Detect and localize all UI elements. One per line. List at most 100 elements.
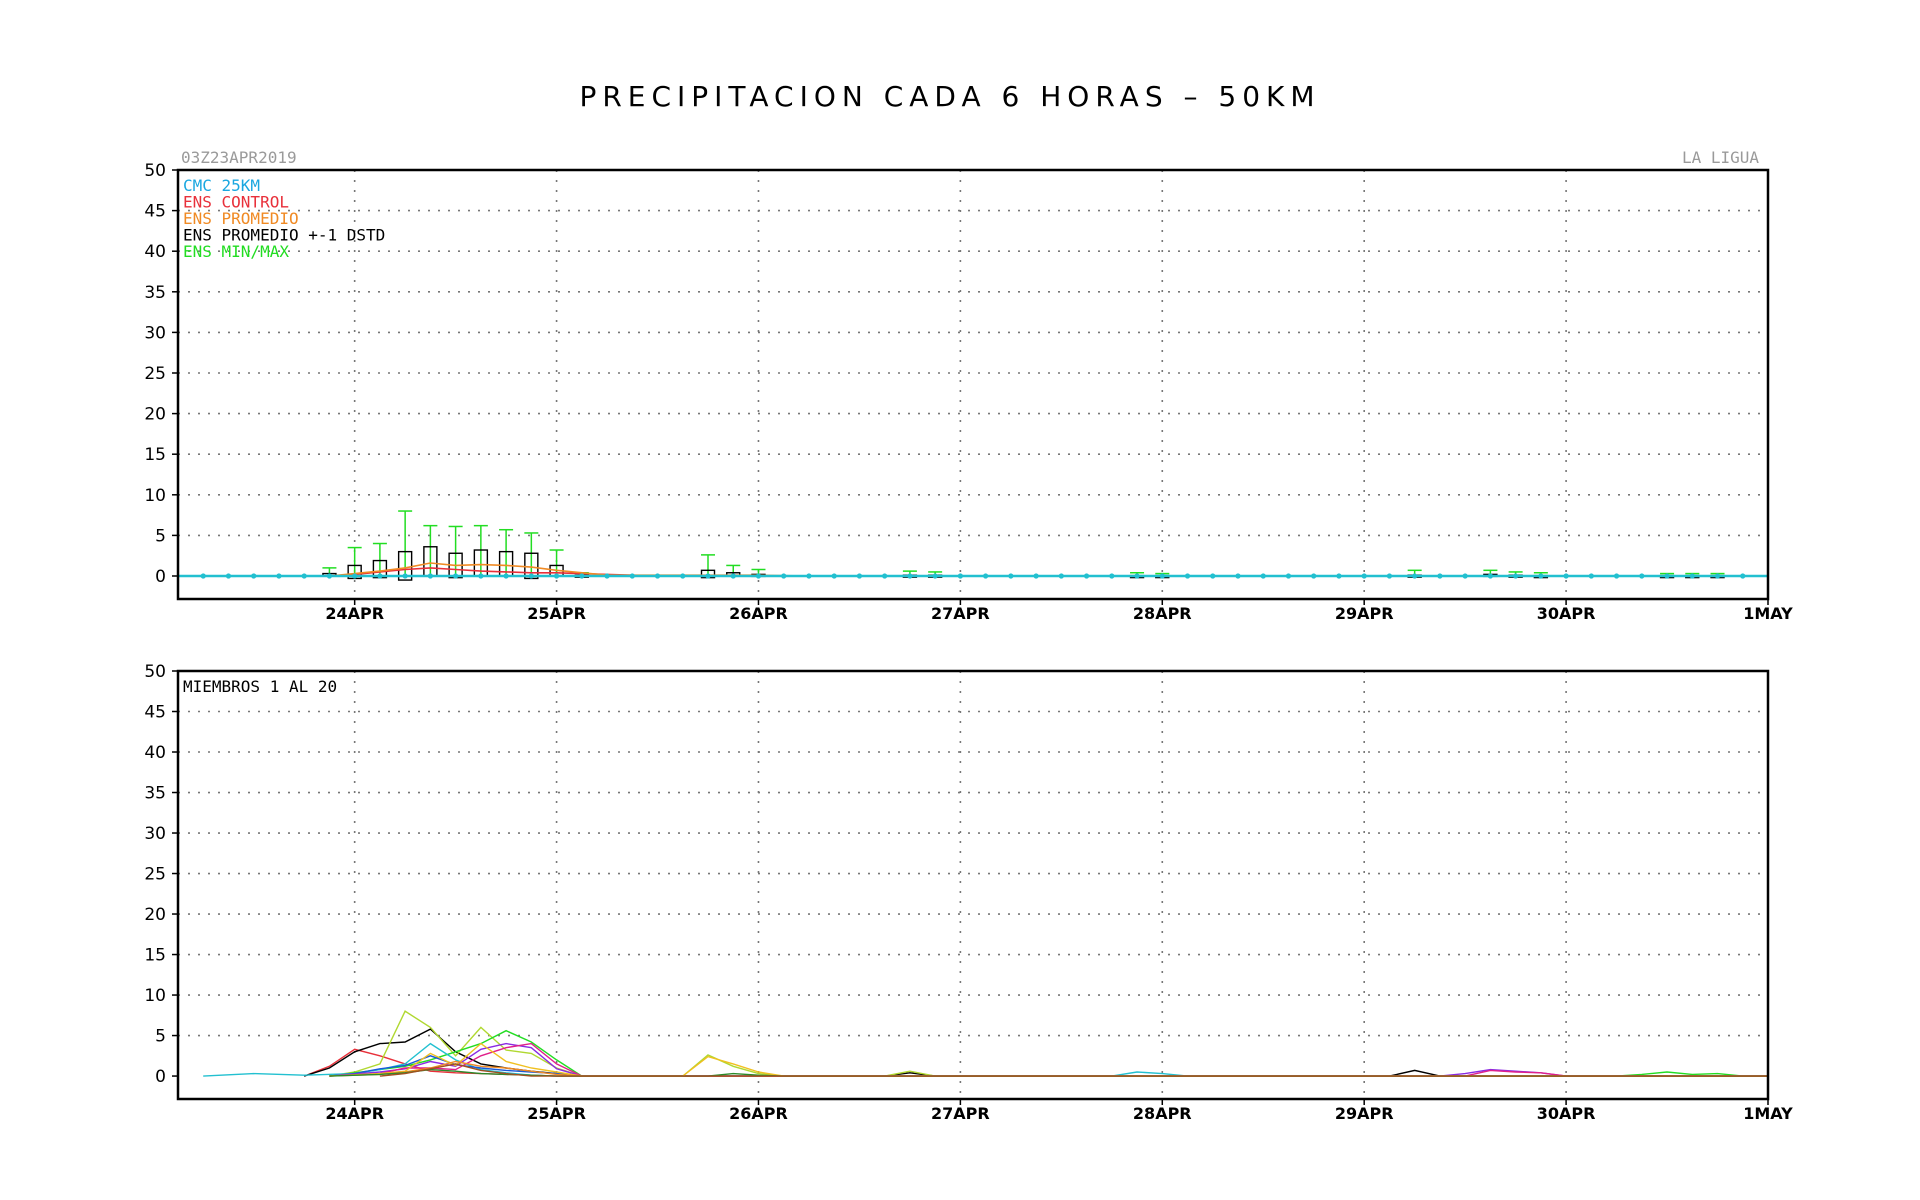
cmc-point [1336,573,1342,579]
cmc-point [983,573,989,579]
members-annotation: MIEMBROS 1 AL 20 [183,677,337,696]
cmc-point [478,573,484,579]
cmc-point [654,573,661,579]
cmc-point [781,573,787,579]
cmc-point [907,573,913,579]
cmc-point [553,573,560,579]
cmc-point [1613,573,1620,579]
x-tick-label: 30APR [1537,1104,1596,1123]
x-tick-label: 27APR [931,1104,990,1123]
x-tick-label: 26APR [729,1104,788,1123]
cmc-point [377,573,383,579]
cmc-point [1285,573,1292,579]
cmc-point [1639,573,1645,579]
x-tick-label: 24APR [325,604,384,623]
member-line [203,1042,1768,1077]
x-tick-label: 1MAY [1743,604,1793,623]
member-line [329,1042,1768,1077]
cmc-point [882,573,888,579]
member-line [379,1063,1768,1077]
cmc-point [1437,573,1443,579]
bottom-member-lines [203,1010,1768,1077]
y-tick-label: 45 [144,703,166,723]
bottom-panel: 0 5 10 15 20 25 30 35 40 45 50 24APR 25APR 26APR 27AP… [144,662,1793,1123]
cmc-point [680,573,686,579]
cmc-point [1235,573,1241,579]
cmc-point [402,573,408,579]
bottom-y-axis: 0 5 10 15 20 25 30 35 40 45 50 [144,662,178,1087]
cmc-point [629,573,635,579]
legend-entry: ENS PROMEDIO [183,209,299,228]
y-tick-label: 5 [155,1027,166,1047]
cmc-point [755,573,762,579]
y-tick-label: 10 [144,986,166,1006]
cmc-point [831,573,837,579]
legend-entry: ENS PROMEDIO +-1 DSTD [183,226,385,245]
cmc-point [276,573,282,579]
cmc-point [1311,573,1317,579]
legend-entry: CMC 25KM [183,176,260,195]
y-tick-label: 40 [144,242,166,262]
cmc-point [1714,573,1721,579]
cmc-point [579,573,585,579]
cmc-point [1538,573,1544,579]
bottom-plot-frame [176,669,1770,1101]
y-tick-label: 35 [144,784,166,804]
y-tick-label: 50 [144,161,166,181]
y-tick-label: 40 [144,743,166,763]
member-line [329,1042,1768,1077]
ens-promedio-line [329,562,1768,577]
y-tick-label: 20 [144,405,166,425]
member-line [329,1029,1768,1077]
cmc-point [1386,573,1393,579]
legend-entry: ENS CONTROL [183,193,289,212]
x-tick-label: 1MAY [1743,1104,1793,1123]
cmc-point [427,573,433,579]
cmc-point [1058,573,1064,579]
cmc-point [730,573,736,579]
bottom-gridlines [178,671,1768,1099]
y-tick-label: 25 [144,865,166,885]
bottom-x-axis: 24APR 25APR 26APR 27APR 28APR 29APR 30APR 1MAY [325,1099,1793,1123]
cmc-point [806,573,812,579]
x-tick-label: 27APR [931,604,990,623]
x-tick-label: 25APR [527,604,586,623]
cmc-point [528,573,534,579]
y-tick-label: 0 [155,567,166,587]
top-plot-frame [176,168,1770,601]
cmc-point [957,573,963,579]
x-tick-label: 28APR [1133,604,1192,623]
top-gridlines [178,170,1768,599]
cmc-point [1260,573,1266,579]
y-tick-label: 0 [155,1067,166,1087]
top-panel: 03Z23APR2019 LA LIGUA 0 5 10 15 20 25 30 35 40 45… [144,148,1793,623]
top-y-axis: 0 5 10 15 20 25 30 35 40 45 50 [144,161,178,587]
cmc-point [200,573,206,579]
chart-title: PRECIPITACION CADA 6 HORAS – 50KM [579,80,1321,113]
cmc-point [1159,573,1165,579]
cmc-point [1462,573,1468,579]
cmc-point [1033,573,1039,579]
cmc-point [604,573,610,579]
cmc-point [1210,573,1216,579]
cmc-point [1361,573,1367,579]
y-tick-label: 50 [144,662,166,682]
y-tick-label: 30 [144,824,166,844]
y-tick-label: 15 [144,445,166,465]
top-x-axis: 24APR 25APR 26APR 27APR 28APR 29APR 30APR 1MAY [325,599,1793,623]
x-tick-label: 25APR [527,1104,586,1123]
cmc-point [1134,573,1140,579]
y-tick-label: 35 [144,283,166,303]
x-tick-label: 29APR [1335,1104,1394,1123]
y-tick-label: 30 [144,323,166,343]
cmc-point [1184,573,1191,579]
cmc-point [1513,573,1519,579]
cmc-point [1083,573,1090,579]
y-tick-label: 25 [144,364,166,384]
top-std-boxes [322,510,1725,581]
cmc-point [1008,573,1014,579]
y-tick-label: 20 [144,905,166,925]
y-tick-label: 15 [144,946,166,966]
